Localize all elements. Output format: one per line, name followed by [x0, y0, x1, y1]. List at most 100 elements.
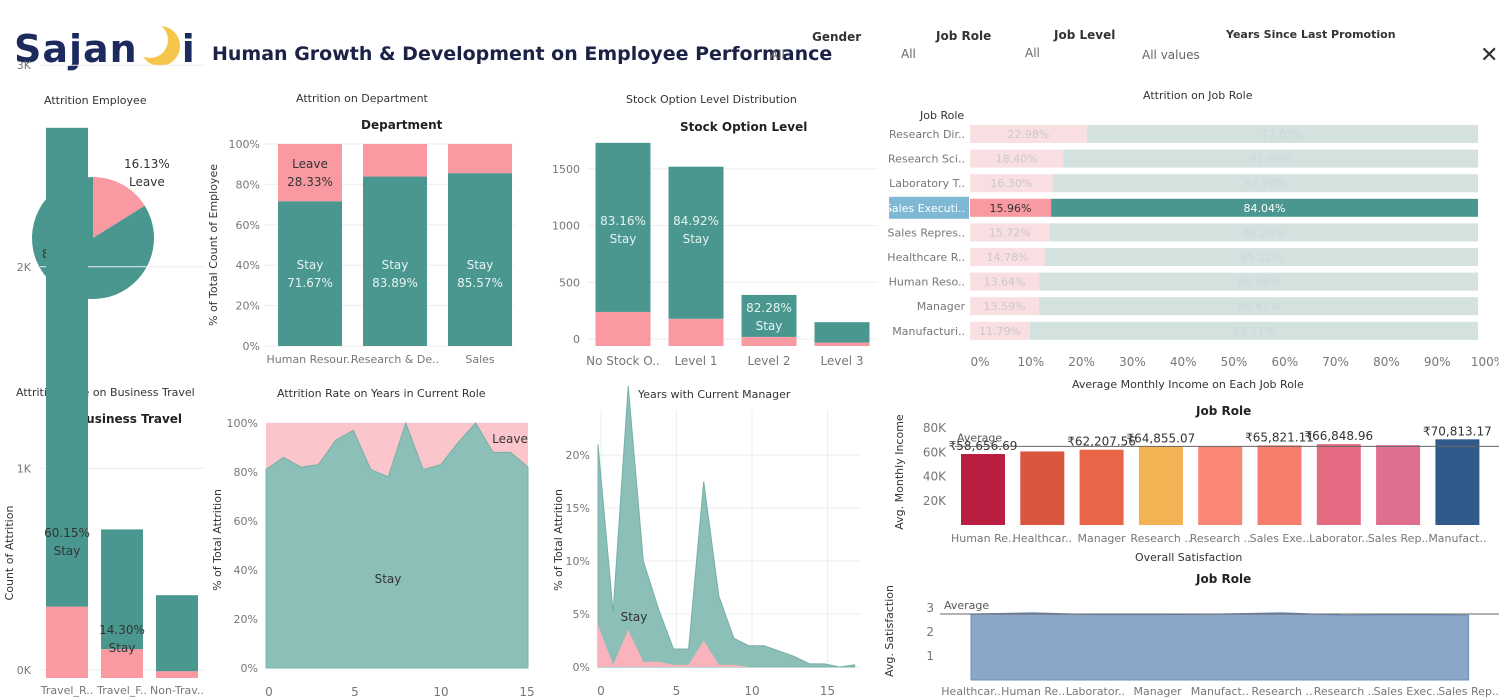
jobrole-xtick: 40% [1170, 355, 1197, 369]
jobrole-leave-value: 18.40% [996, 153, 1038, 166]
filter-jobrole-label: Job Role [936, 29, 992, 43]
filter-promotion-label: Years Since Last Promotion [1226, 28, 1396, 41]
panel-title-job-role: Attrition on Job Role [1143, 89, 1253, 102]
moon-icon [131, 22, 180, 66]
travel-stay-name: Stay [109, 641, 136, 655]
income-value: ₹70,813.17 [1423, 424, 1492, 438]
jobrole-xtick: 80% [1373, 355, 1400, 369]
mgr-xtick: 0 [597, 684, 605, 698]
filter-gender-label: Gender [812, 30, 862, 44]
income-xtick: Research .. [1130, 532, 1191, 545]
jobrole-bar-stay [1063, 149, 1478, 168]
mgr-xtick: 5 [673, 684, 681, 698]
dept-ytick: 100% [229, 138, 260, 151]
jobrole-bar-leave [970, 125, 1087, 143]
income-ylabel-1: Avg. Monthly Income [893, 414, 906, 530]
dept-stay-name: Stay [297, 258, 324, 272]
income-bar [1316, 444, 1361, 525]
dashboard-title: Human Growth & Development on Employee P… [212, 43, 833, 65]
role-ytick: 20% [234, 613, 258, 626]
jobrole-xtick: 100% [1471, 355, 1499, 369]
role-ytick: 60% [234, 515, 258, 528]
stock-ytick: 0 [573, 333, 580, 346]
jobrole-xtick: 30% [1119, 355, 1146, 369]
income-bar [1020, 451, 1065, 525]
close-icon[interactable]: ✕ [1480, 43, 1499, 68]
mgr-xtick: 15 [820, 684, 835, 698]
dept-stay-name: Stay [382, 258, 409, 272]
income-value: ₹64,855.07 [1127, 432, 1196, 446]
dept-ytick: 80% [236, 178, 260, 191]
income-value: ₹62,207.56 [1067, 435, 1136, 449]
income-xtick: Sales Exe.. [1250, 532, 1310, 545]
jobrole-bar-stay [1039, 272, 1478, 291]
dept-bar-leave [363, 144, 427, 177]
sat-xtick: Laborator.. [1066, 685, 1125, 698]
income-ytick: 20K [923, 494, 947, 508]
sat-xtick: Healthcar.. [941, 685, 1000, 698]
income-ytick: 80K [923, 421, 947, 435]
filter-promotion-value[interactable]: All values [1142, 48, 1200, 62]
jobrole-ytick: Manager [917, 300, 966, 313]
dept-bar-stay [278, 201, 342, 346]
sat-xtick: Research .. [1252, 685, 1313, 698]
filter-jobrole-value[interactable]: All [901, 47, 916, 61]
income-xtick: Manufact.. [1428, 532, 1486, 545]
travel-xtick: Travel_F.. [96, 684, 147, 697]
pie-leave-name: Leave [129, 175, 165, 189]
mgr-area-stay [597, 386, 856, 668]
dept-leave-value: 28.33% [287, 175, 333, 189]
mgr-ylabel: % of Total Attrition [552, 489, 565, 591]
jobrole-stay-value: 83.70% [1244, 177, 1286, 190]
jobrole-leave-value: 16.30% [990, 177, 1032, 190]
jobrole-xtick: 60% [1271, 355, 1298, 369]
sat-xtick: Research .. [1314, 685, 1375, 698]
sat-xtick: Manufact.. [1191, 685, 1249, 698]
jobrole-stay-value: 85.22% [1241, 251, 1283, 264]
income-xtick: Human Re.. [951, 532, 1015, 545]
role-ytick: 100% [227, 417, 258, 430]
jobrole-xtick: 50% [1221, 355, 1248, 369]
dept-xtick: Research & De.. [351, 353, 439, 366]
income-subtitle: Job Role [1196, 404, 1252, 418]
stock-stay-value: 84.92% [673, 214, 719, 228]
income-bar [1376, 445, 1421, 525]
mgr-stay-label: Stay [621, 610, 648, 624]
mgr-ytick: 20% [566, 449, 590, 462]
income-xtick: Manager [1077, 532, 1126, 545]
role-ytick: 0% [241, 662, 258, 675]
income-bar [1435, 439, 1480, 525]
stock-bar-stay [814, 322, 870, 343]
jobrole-xtick: 70% [1322, 355, 1349, 369]
jobrole-bar-stay [1029, 321, 1478, 340]
sat-average-label: Average [944, 599, 989, 612]
dept-bar-leave [448, 144, 512, 174]
role-xtick: 0 [265, 685, 273, 699]
jobrole-xtick: 90% [1424, 355, 1451, 369]
jobrole-bar-stay [1045, 248, 1478, 266]
income-xtick: Sales Rep.. [1368, 532, 1429, 545]
income-ytick: 40K [923, 470, 947, 484]
jobrole-ytick: Research Dir.. [889, 128, 965, 141]
income-bar [961, 454, 1005, 525]
filter-gender-value[interactable]: All [770, 48, 785, 62]
dept-bar-stay [363, 176, 427, 346]
stock-bar-stay [595, 142, 651, 312]
jobrole-leave-value: 11.79% [979, 325, 1021, 338]
filter-joblevel-value[interactable]: All [1025, 46, 1040, 60]
jobrole-leave-value: 13.59% [984, 300, 1026, 313]
income-bar [1198, 445, 1243, 525]
panel-title-attrition-employee: Attrition Employee [44, 94, 147, 107]
stock-xtick: Level 2 [747, 354, 790, 368]
dept-xtick: Human Resour.. [266, 353, 353, 366]
jobrole-stay-value: 86.36% [1238, 276, 1280, 289]
income-xtick: Research .. [1190, 532, 1251, 545]
dept-stay-value: 71.67% [287, 276, 333, 290]
role-ytick: 80% [234, 466, 258, 479]
role-ylabel: % of Total Attrition [211, 489, 224, 591]
sat-area [970, 612, 1470, 681]
income-bar [1079, 449, 1124, 525]
jobrole-bar-stay [1049, 223, 1478, 242]
jobrole-highlight [889, 196, 969, 219]
